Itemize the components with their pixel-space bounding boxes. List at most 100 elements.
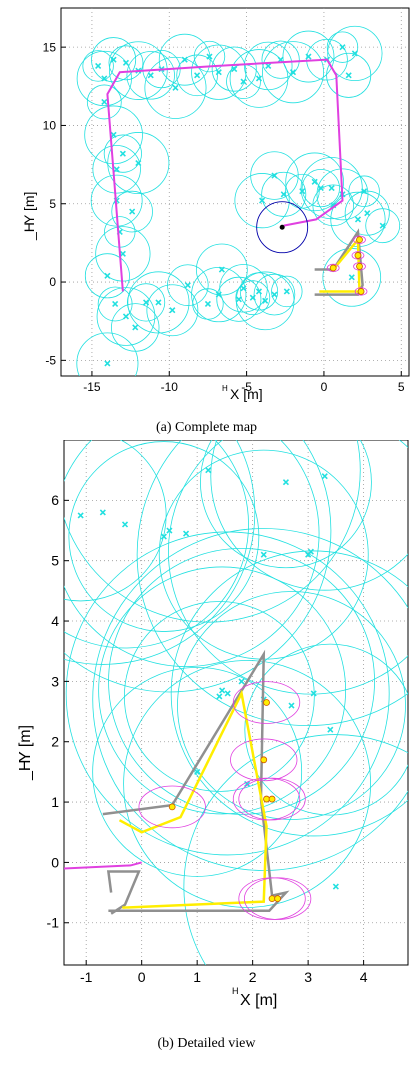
y-tick-label: 10: [43, 119, 57, 133]
chart-a: -15 -10 -5 0 5 -5 0 5 10 15 H X [m] _H Y [m]: [21, 7, 410, 402]
x-tick-label: -5: [241, 380, 252, 394]
chart-b-marks: [64, 440, 408, 965]
landmark-ellipse: [365, 208, 401, 244]
robot-uncertainty: [256, 201, 309, 254]
estimate-marker: [268, 795, 276, 803]
landmark-marker: [328, 185, 335, 192]
landmark-ellipse: [126, 51, 175, 100]
landmark-ellipse: [76, 332, 139, 376]
landmark-marker: [317, 185, 324, 192]
landmark-marker: [204, 300, 211, 308]
x-tick-label: -15: [83, 380, 101, 394]
y-tick-label: 4: [51, 613, 59, 629]
landmark-ellipse: [253, 273, 296, 316]
chart-b-ticks: -1 0 1 2 3 4 -1 0 1 2 3 4 5 6: [47, 492, 368, 985]
landmark-ellipse: [191, 266, 247, 323]
estimate-marker: [356, 262, 363, 270]
chart-a-ylabel: _H Y [m]: [21, 192, 37, 241]
y-tick-label: 3: [51, 673, 59, 689]
estimate-marker: [356, 236, 363, 244]
estimate-marker: [263, 699, 270, 706]
landmark-marker: [215, 69, 222, 76]
landmark-marker: [238, 678, 245, 685]
landmark-marker: [305, 53, 312, 60]
landmark-marker: [259, 197, 266, 204]
landmark-ellipse: [191, 44, 247, 100]
landmark-ellipse: [271, 275, 303, 308]
chart-b-grid: [64, 440, 408, 965]
landmark-ellipse: [312, 184, 355, 227]
landmark-marker: [119, 150, 126, 157]
odometry-path: [64, 861, 142, 870]
landmark-marker: [255, 288, 263, 295]
landmark-ellipse: [146, 284, 199, 337]
landmark-marker: [95, 62, 102, 70]
landmark-ellipse: [109, 41, 168, 100]
landmark-marker: [265, 62, 272, 70]
y-tick-label: 6: [51, 492, 59, 508]
landmark-ellipse: [300, 157, 363, 220]
landmark-marker: [364, 210, 371, 217]
landmark-ellipse: [64, 440, 361, 623]
y-tick-label: 1: [51, 794, 59, 810]
landmark-ellipse: [261, 40, 300, 79]
landmark-marker: [194, 72, 201, 79]
estimate-marker: [357, 288, 365, 295]
y-tick-label: 0: [51, 854, 59, 870]
landmark-ellipse: [68, 441, 260, 632]
clipped-marks: [76, 25, 401, 376]
landmark-marker: [282, 479, 290, 486]
landmark-marker: [160, 533, 167, 540]
chart-a-grid: [61, 8, 409, 376]
landmark-marker: [99, 509, 106, 516]
landmark-marker: [311, 178, 318, 185]
landmark-marker: [77, 512, 84, 519]
landmark-marker: [113, 166, 120, 173]
landmark-marker: [182, 530, 190, 537]
landmark-marker: [348, 274, 355, 281]
x-tick-label: 0: [321, 380, 328, 394]
chart-a-ylabel-text: Y [m]: [21, 192, 37, 224]
landmark-marker: [122, 313, 130, 320]
chart-b-xlabel-text: X [m]: [240, 992, 277, 1009]
y-tick-label: -1: [47, 915, 60, 931]
landmark-marker: [345, 72, 352, 79]
landmark-ellipse: [200, 440, 372, 569]
x-tick-label: 2: [249, 969, 257, 985]
landmark-marker: [194, 768, 201, 775]
landmark-marker: [321, 473, 328, 480]
landmark-marker: [339, 44, 346, 51]
y-tick-label: 2: [51, 734, 59, 750]
landmark-ellipse: [261, 171, 307, 217]
landmark-ellipse: [216, 276, 262, 322]
landmark-ellipse: [235, 280, 271, 316]
robot-marker: [279, 224, 285, 230]
landmark-ellipse: [219, 264, 268, 313]
landmark-ellipse: [92, 666, 303, 877]
landmark-marker: [104, 272, 111, 279]
landmark-marker: [288, 702, 295, 709]
landmark-ellipse: [126, 283, 166, 322]
landmark-ellipse: [108, 45, 144, 81]
landmark-marker: [240, 78, 247, 85]
chart-a-xlabel: H X [m]: [222, 384, 263, 402]
landmark-marker: [119, 250, 126, 257]
landmark-ellipse: [176, 54, 218, 97]
landmark-marker: [224, 690, 231, 697]
landmark-marker: [332, 883, 339, 890]
landmark-marker: [206, 53, 213, 60]
chart-b-xlabel-sup: H: [232, 986, 239, 996]
estimate-marker: [268, 895, 276, 903]
landmark-marker: [327, 726, 334, 733]
estimate-ellipse: [351, 251, 365, 260]
landmark-ellipse: [282, 30, 335, 83]
landmark-marker: [215, 291, 222, 298]
landmark-ellipse: [193, 40, 226, 73]
estimate-ellipse: [243, 877, 312, 920]
landmark-marker: [216, 693, 223, 700]
landmark-marker: [271, 172, 278, 179]
landmark-ellipse: [64, 440, 320, 667]
caption-a: (a) Complete map: [155, 420, 258, 435]
landmark-ellipse: [170, 550, 408, 837]
landmark-marker: [110, 131, 117, 138]
